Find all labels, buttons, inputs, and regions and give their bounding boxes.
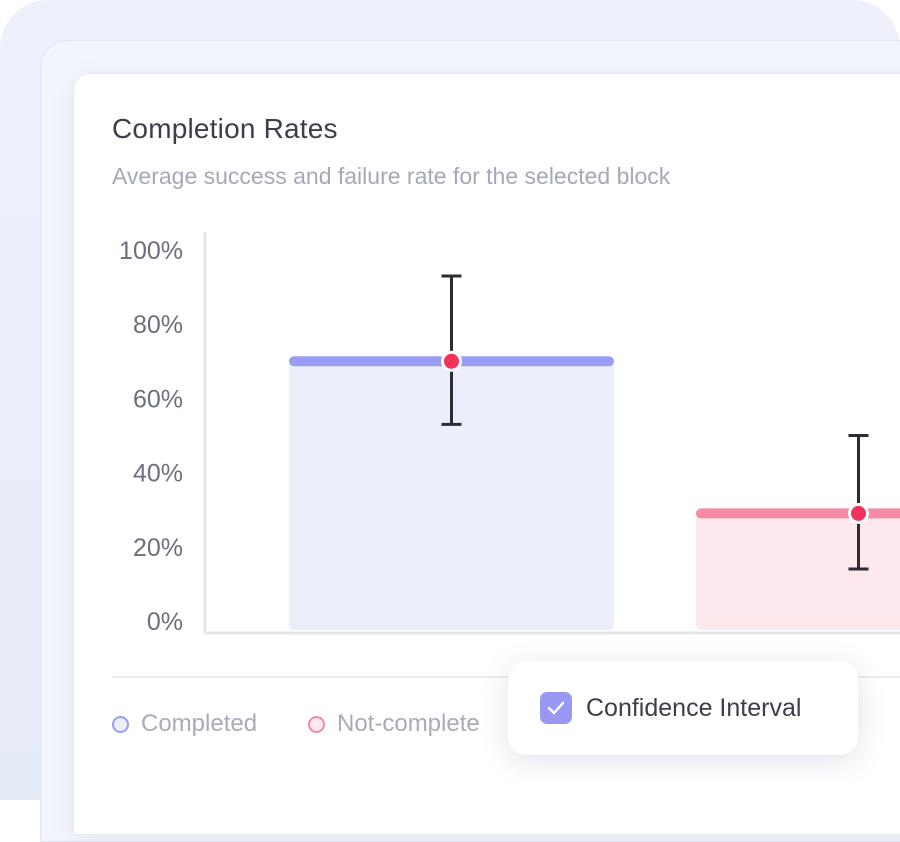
y-tick-label: 0% [147,608,183,636]
legend-divider [112,676,900,678]
bar [696,513,900,630]
bar-top-line [696,508,900,519]
confidence-interval-label: Confidence Interval [586,693,802,722]
legend-dot-not-complete [308,715,325,733]
card-subtitle: Average success and failure rate for the… [112,163,671,189]
legend-label-completed: Completed [141,710,258,737]
legend-dot-completed [112,715,129,733]
checkmark-icon [547,701,565,715]
legend-item-completed[interactable]: Completed [112,710,257,738]
card-title: Completion Rates [112,113,338,144]
y-tick-label: 80% [133,311,183,339]
mean-point [848,502,869,524]
mean-point [441,350,462,372]
bar [289,361,614,630]
y-tick-label: 100% [119,237,183,265]
y-tick-label: 60% [133,385,183,413]
y-tick-label: 20% [133,534,183,562]
legend-item-not-complete[interactable]: Not-complete [308,710,480,738]
completion-chart: 100% 80% 60% 40% 20% 0% [119,232,900,636]
confidence-interval-checkbox[interactable] [540,692,572,724]
confidence-interval-toggle[interactable]: Confidence Interval [508,661,858,755]
y-tick-label: 40% [133,460,183,488]
legend-label-not-complete: Not-complete [337,710,480,737]
